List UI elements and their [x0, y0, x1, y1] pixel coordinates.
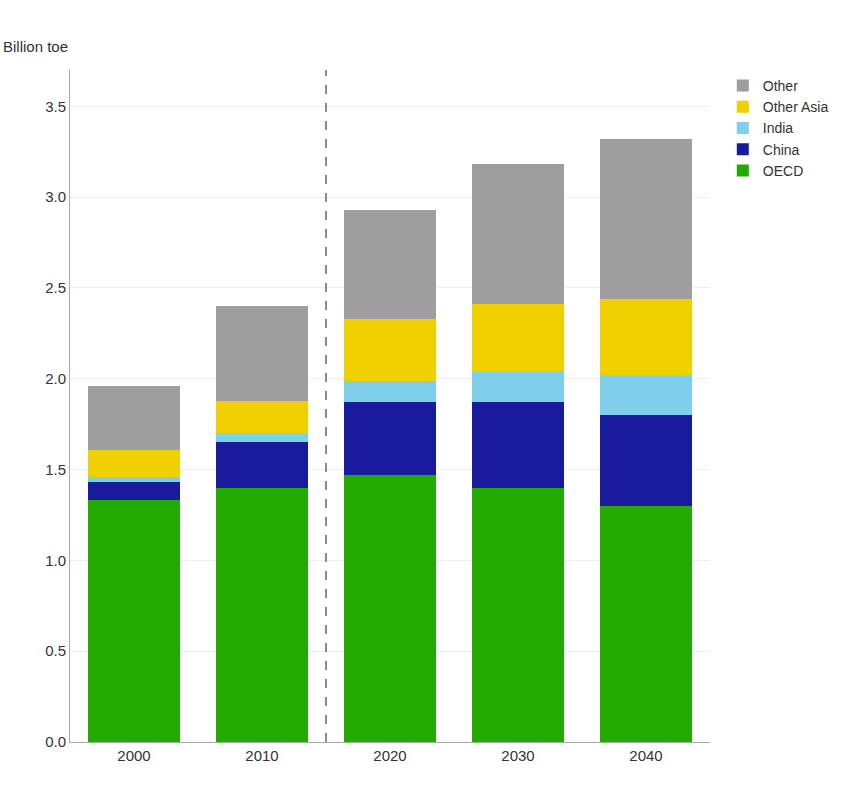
svg-text:2010: 2010 [245, 747, 278, 764]
svg-text:Other Asia: Other Asia [763, 99, 829, 115]
svg-text:2.0: 2.0 [45, 370, 66, 387]
svg-text:2.5: 2.5 [45, 279, 66, 296]
svg-text:Billion toe: Billion toe [3, 38, 68, 55]
svg-text:2030: 2030 [501, 747, 534, 764]
svg-text:3.5: 3.5 [45, 98, 66, 115]
svg-text:0.5: 0.5 [45, 642, 66, 659]
svg-text:India: India [763, 120, 794, 136]
svg-text:0.0: 0.0 [45, 733, 66, 750]
svg-text:OECD: OECD [763, 163, 803, 179]
svg-text:2000: 2000 [117, 747, 150, 764]
svg-text:Other: Other [763, 78, 798, 94]
svg-text:1.0: 1.0 [45, 552, 66, 569]
svg-text:2040: 2040 [629, 747, 662, 764]
svg-text:1.5: 1.5 [45, 461, 66, 478]
svg-text:2020: 2020 [373, 747, 406, 764]
svg-text:3.0: 3.0 [45, 188, 66, 205]
svg-text:China: China [763, 142, 800, 158]
